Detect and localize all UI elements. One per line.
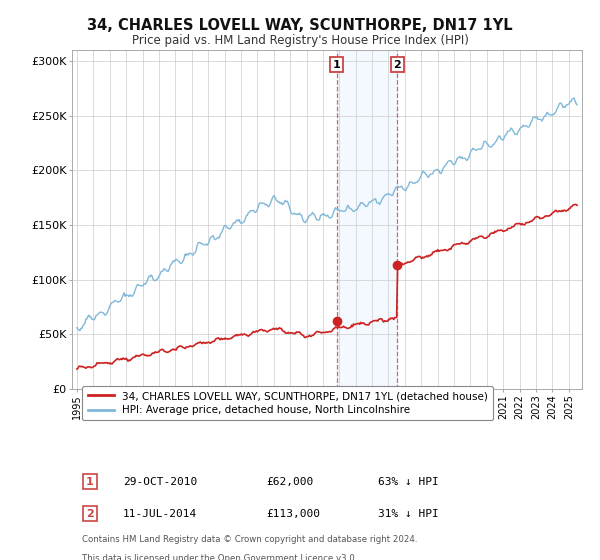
Text: 29-OCT-2010: 29-OCT-2010 [123, 477, 197, 487]
Text: This data is licensed under the Open Government Licence v3.0.: This data is licensed under the Open Gov… [82, 554, 358, 560]
Text: 11-JUL-2014: 11-JUL-2014 [123, 508, 197, 519]
Text: 1: 1 [332, 59, 340, 69]
Text: 34, CHARLES LOVELL WAY, SCUNTHORPE, DN17 1YL: 34, CHARLES LOVELL WAY, SCUNTHORPE, DN17… [87, 18, 513, 32]
Text: £62,000: £62,000 [266, 477, 313, 487]
Text: 31% ↓ HPI: 31% ↓ HPI [378, 508, 439, 519]
Text: 2: 2 [86, 508, 94, 519]
Text: Price paid vs. HM Land Registry's House Price Index (HPI): Price paid vs. HM Land Registry's House … [131, 34, 469, 47]
Text: 63% ↓ HPI: 63% ↓ HPI [378, 477, 439, 487]
Legend: 34, CHARLES LOVELL WAY, SCUNTHORPE, DN17 1YL (detached house), HPI: Average pric: 34, CHARLES LOVELL WAY, SCUNTHORPE, DN17… [82, 386, 493, 421]
Bar [337, 50, 397, 389]
Text: Contains HM Land Registry data © Crown copyright and database right 2024.: Contains HM Land Registry data © Crown c… [82, 535, 418, 544]
Text: £113,000: £113,000 [266, 508, 320, 519]
Text: 2: 2 [394, 59, 401, 69]
Text: 1: 1 [86, 477, 94, 487]
